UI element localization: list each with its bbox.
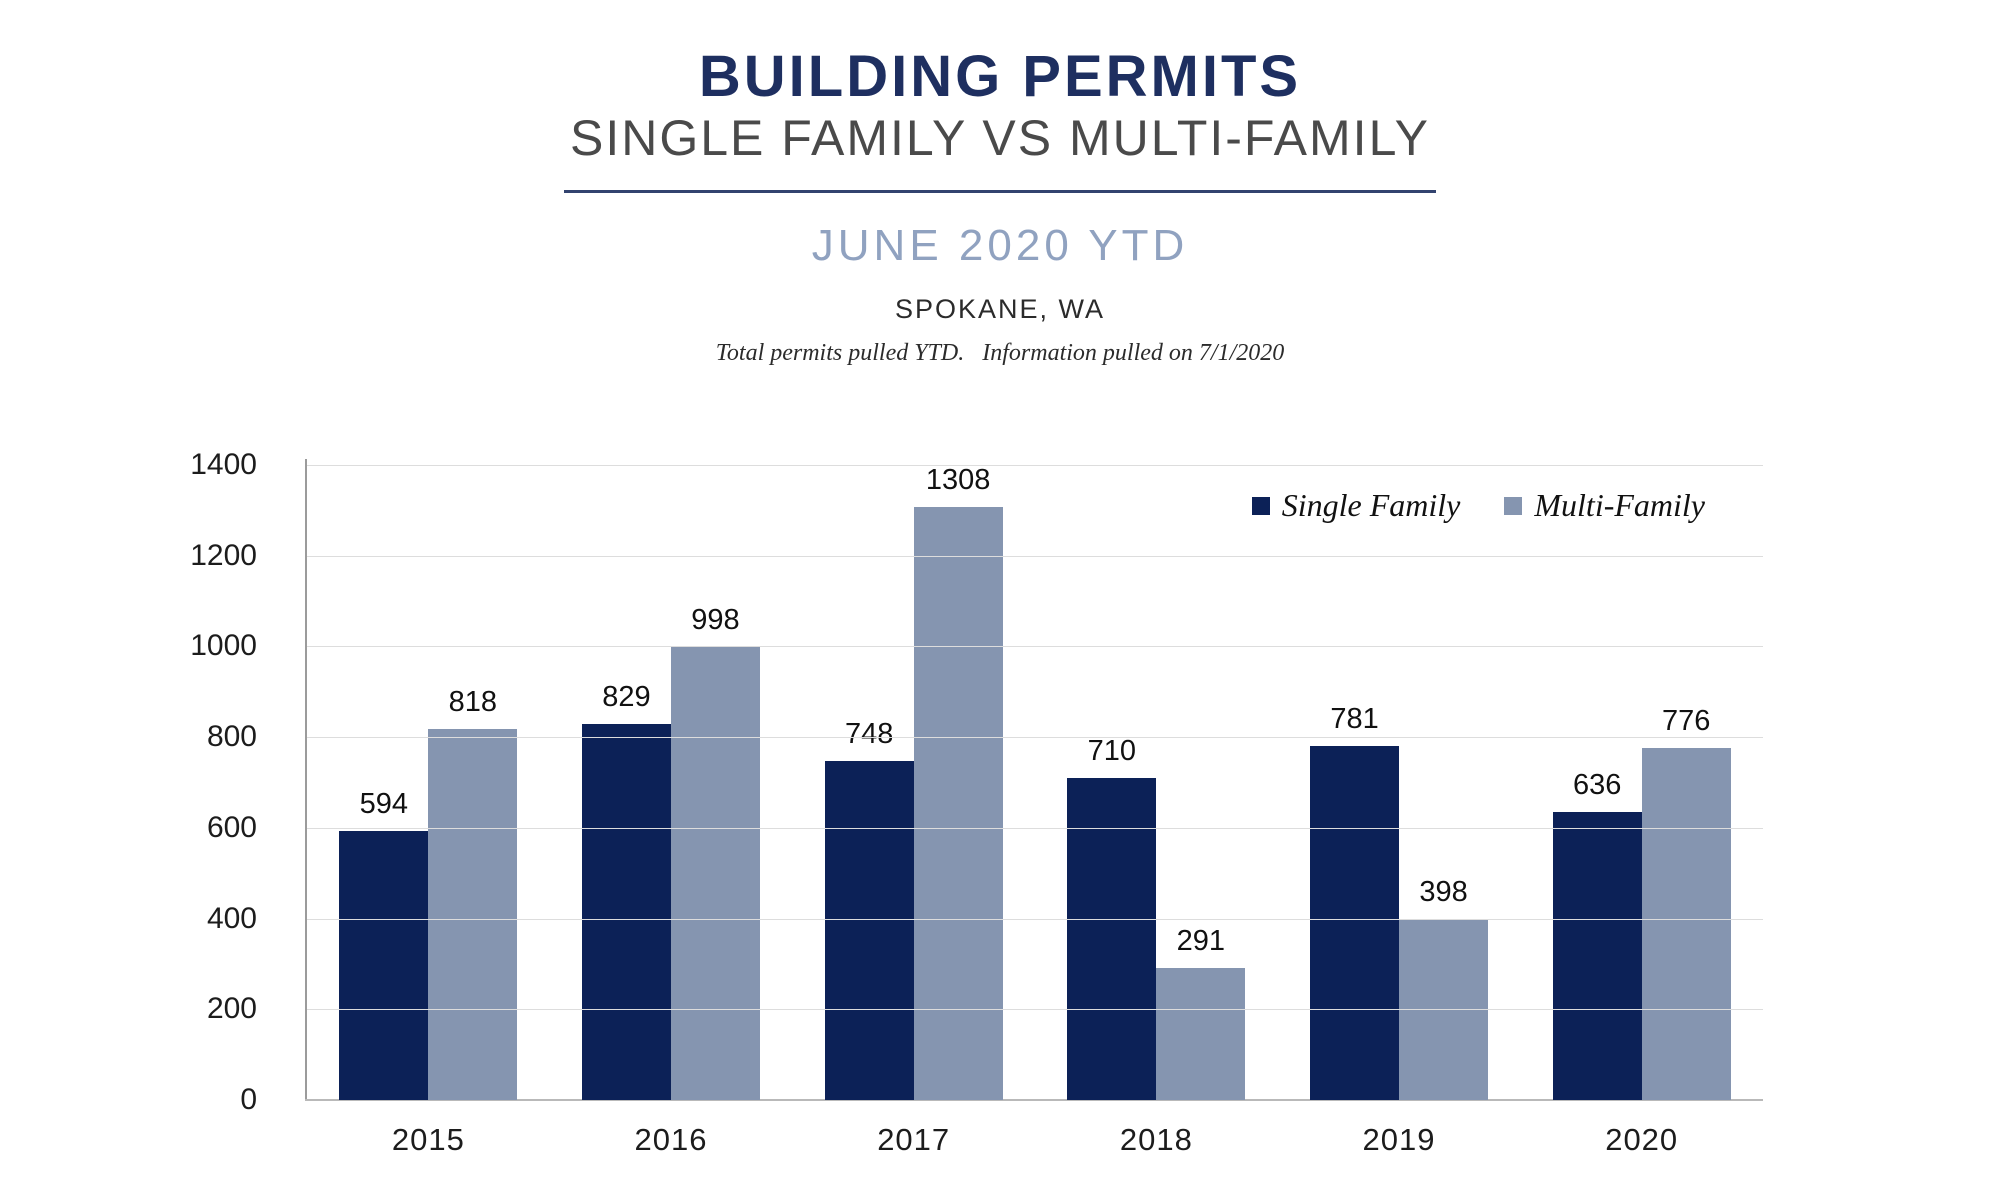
bar-group-2017: 748 1308 2017 (792, 464, 1035, 1157)
bar-value-label: 636 (1572, 769, 1622, 801)
bar-multi-family-2018: 291 (1156, 925, 1246, 1100)
gridline-200 (307, 1009, 1763, 1010)
legend-label: Single Family (1281, 487, 1461, 523)
x-tick-label-2020: 2020 (1605, 1122, 1679, 1157)
gridline-1000 (307, 646, 1763, 647)
bar-value-label: 291 (1176, 925, 1226, 957)
bar-multi-family-2016: 998 (671, 604, 760, 1100)
chart-header: BUILDING PERMITS SINGLE FAMILY VS MULTI-… (0, 48, 2000, 367)
bar-value-label: 776 (1661, 705, 1711, 737)
gridline-1200 (307, 556, 1763, 557)
y-axis-line (305, 459, 307, 1100)
x-axis-line (305, 1099, 1763, 1101)
gridline-800 (307, 737, 1763, 738)
y-tick-label-1200: 1200 (190, 539, 257, 572)
x-tick-label-2018: 2018 (1119, 1122, 1193, 1157)
y-tick-label-800: 800 (206, 720, 257, 753)
y-tick-label-0: 0 (240, 1083, 257, 1116)
page-title: BUILDING PERMITS (698, 44, 1302, 109)
bar-value-label: 829 (602, 681, 651, 713)
legend-item-single-family: Single Family (1251, 487, 1461, 524)
bar-single-family-2019: 781 (1310, 703, 1400, 1100)
bar-multi-family-2020: 776 (1641, 705, 1731, 1100)
bar-single-family-2015: 594 (339, 788, 429, 1100)
bar-multi-family-2015: 818 (428, 686, 518, 1100)
plot-area: 594 818 2015 829 998 2016 748 1308 2017 710 291 201… (190, 450, 1763, 1157)
y-tick-label-600: 600 (206, 811, 257, 844)
y-tick-label-1400: 1400 (190, 448, 257, 481)
legend-swatch-icon (1504, 496, 1523, 515)
legend-swatch-icon (1251, 496, 1270, 515)
x-tick-label-2015: 2015 (391, 1122, 465, 1157)
bar-group-2019: 781 398 2019 (1278, 465, 1521, 1157)
bar-single-family-2016: 829 (582, 681, 671, 1100)
y-tick-label-200: 200 (206, 992, 257, 1025)
x-tick-label-2019: 2019 (1362, 1122, 1436, 1157)
page-subtitle: SINGLE FAMILY VS MULTI-FAMILY (569, 110, 1431, 166)
bar-value-label: 594 (359, 788, 409, 820)
bar-single-family-2017: 748 (824, 718, 914, 1100)
gridline-400 (307, 919, 1763, 920)
bar-value-label: 1308 (925, 464, 991, 496)
footnote-text: Total permits pulled YTD. Information pu… (715, 340, 1285, 366)
period-label: JUNE 2020 YTD (811, 221, 1189, 270)
bar-value-label: 748 (844, 718, 894, 750)
bar-value-label: 998 (691, 604, 740, 636)
x-tick-label-2017: 2017 (877, 1122, 951, 1157)
legend: Single Family Multi-Family (1251, 487, 1705, 524)
bar-value-label: 398 (1419, 876, 1468, 908)
location-label: SPOKANE, WA (894, 294, 1106, 324)
legend-item-multi-family: Multi-Family (1504, 487, 1705, 524)
bar-group-2018: 710 291 2018 (1035, 465, 1278, 1157)
bar-multi-family-2017: 1308 (913, 464, 1003, 1100)
bar-value-label: 781 (1330, 703, 1379, 735)
bar-group-2020: 636 776 2020 (1520, 465, 1763, 1157)
gridline-600 (307, 828, 1763, 829)
bar-value-label: 710 (1087, 735, 1137, 767)
bar-group-2016: 829 998 2016 (550, 465, 793, 1157)
bar-single-family-2020: 636 (1552, 769, 1642, 1100)
title-divider-line (564, 190, 1436, 193)
bar-single-family-2018: 710 (1067, 735, 1157, 1100)
bar-groups: 594 818 2015 829 998 2016 748 1308 2017 710 291 201… (307, 464, 1763, 1157)
y-tick-label-400: 400 (206, 902, 257, 935)
bar-value-label: 818 (448, 686, 498, 718)
gridline-1400 (307, 465, 1763, 466)
y-tick-label-1000: 1000 (190, 629, 257, 662)
x-tick-label-2016: 2016 (634, 1122, 708, 1157)
legend-label: Multi-Family (1534, 487, 1705, 523)
bar-group-2015: 594 818 2015 (307, 465, 550, 1157)
